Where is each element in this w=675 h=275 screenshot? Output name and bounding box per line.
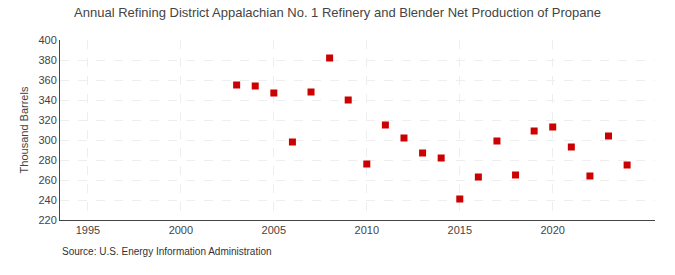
svg-text:280: 280	[38, 154, 56, 166]
svg-text:220: 220	[38, 214, 56, 226]
svg-text:2010: 2010	[355, 224, 379, 236]
svg-text:2015: 2015	[448, 224, 472, 236]
svg-text:Annual Refining District Appal: Annual Refining District Appalachian No.…	[74, 5, 601, 20]
svg-text:Thousand Barrels: Thousand Barrels	[18, 86, 30, 173]
svg-text:260: 260	[38, 174, 56, 186]
svg-text:300: 300	[38, 134, 56, 146]
svg-text:Source: U.S. Energy Informatio: Source: U.S. Energy Information Administ…	[62, 246, 272, 257]
svg-text:320: 320	[38, 114, 56, 126]
svg-text:400: 400	[38, 34, 56, 46]
svg-text:340: 340	[38, 94, 56, 106]
svg-text:2020: 2020	[540, 224, 564, 236]
svg-text:2005: 2005	[262, 224, 286, 236]
svg-text:360: 360	[38, 74, 56, 86]
svg-text:380: 380	[38, 54, 56, 66]
svg-text:240: 240	[38, 194, 56, 206]
svg-text:2000: 2000	[169, 224, 193, 236]
svg-text:1995: 1995	[76, 224, 100, 236]
